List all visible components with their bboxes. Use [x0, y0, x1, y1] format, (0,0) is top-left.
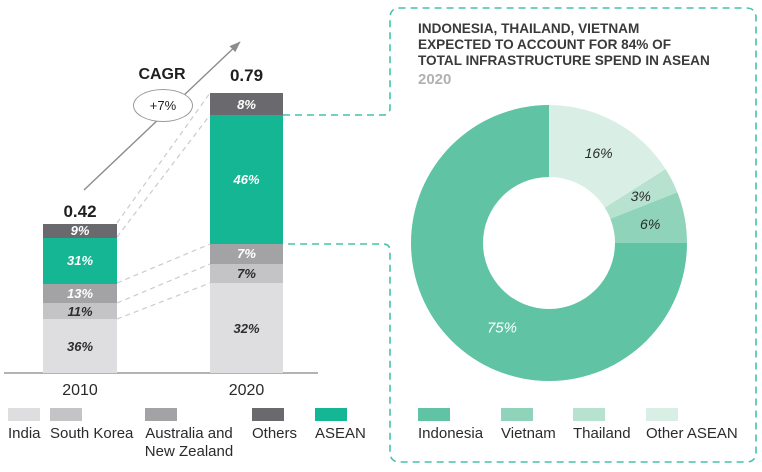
legend-swatch-australia-and-new-zealand [145, 408, 177, 421]
legend-swatch-vietnam [501, 408, 533, 421]
legend-label-india: India [8, 425, 41, 442]
legend-label-asean: ASEAN [315, 425, 366, 442]
x-label-2020: 2020 [228, 382, 265, 399]
legend-item-south-korea: South Korea [50, 408, 133, 443]
legend-label-other-asean: Other ASEAN [646, 425, 738, 442]
bar-segment-australia-and-new-zealand-2020: 7% [210, 244, 283, 264]
bar-total-2010: 0.42 [63, 202, 97, 221]
legend-label-thailand: Thailand [573, 425, 631, 442]
legend-item-other-asean: Other ASEAN [646, 408, 738, 443]
legend-label-others: Others [252, 425, 298, 442]
legend-swatch-south-korea [50, 408, 82, 421]
legend-label-australia-and-new-zealand: Australia and New Zealand [144, 425, 234, 461]
connector-line [116, 114, 211, 238]
legend-swatch-thailand [573, 408, 605, 421]
bar-segment-others-2020: 8% [210, 93, 283, 116]
legend-label-vietnam: Vietnam [501, 425, 556, 442]
legend-swatch-other-asean [646, 408, 678, 421]
donut-label-other-asean: 16% [584, 144, 613, 161]
bar-2010: 9% 31% 13% 11% 36% [43, 224, 117, 373]
legend-swatch-asean [315, 408, 347, 421]
donut-label-thailand: 3% [630, 188, 651, 205]
bar-segment-others-2010: 9% [43, 224, 117, 238]
panel-title-line-3: TOTAL INFRASTRUCTURE SPEND IN ASEAN [418, 53, 710, 68]
legend-label-south-korea: South Korea [50, 425, 134, 442]
callout-panel-border [283, 7, 757, 463]
donut-slice-vietnam [610, 192, 687, 243]
legend-label-indonesia: Indonesia [418, 425, 484, 442]
donut-label-vietnam: 6% [640, 215, 661, 232]
cagr-label: CAGR [138, 66, 186, 83]
segment-connector-lines [116, 92, 211, 320]
bar-segment-asean-2010: 31% [43, 237, 117, 284]
panel-subtitle: 2020 [418, 71, 452, 88]
x-label-2010: 2010 [62, 382, 98, 399]
donut-slice-other-asean [549, 104, 666, 208]
bar-segment-india-2020: 32% [210, 283, 283, 373]
legend-item-others: Others [252, 408, 297, 443]
legend-item-australia-and-new-zealand: Australia and New Zealand [145, 408, 235, 462]
bar-2020: 8% 46% 7% 7% 32% [210, 93, 283, 373]
donut-label-indonesia: 75% [486, 319, 517, 337]
donut-chart [411, 104, 687, 381]
panel-title-line-1: INDONESIA, THAILAND, VIETNAM [418, 21, 640, 36]
cagr-value: +7% [149, 98, 177, 113]
legend-item-vietnam: Vietnam [501, 408, 556, 443]
legend-swatch-indonesia [418, 408, 450, 421]
cagr-value-badge: +7% [133, 89, 193, 122]
legend-item-indonesia: Indonesia [418, 408, 483, 443]
legend-swatch-others [252, 408, 284, 421]
connector-line [116, 243, 211, 284]
legend-swatch-india [8, 408, 40, 421]
donut-slice-thailand [604, 169, 678, 219]
donut-slice-indonesia [411, 105, 687, 381]
bar-total-2020: 0.79 [229, 66, 264, 85]
connector-line [116, 282, 211, 320]
bar-segment-australia-and-new-zealand-2010: 13% [43, 283, 117, 303]
legend-item-asean: ASEAN [315, 408, 366, 443]
bar-segment-asean-2020: 46% [210, 115, 283, 245]
legend-item-india: India [8, 408, 41, 443]
panel-title-line-2: EXPECTED TO ACCOUNT FOR 84% OF [418, 37, 672, 52]
legend-item-thailand: Thailand [573, 408, 631, 443]
bar-segment-south-korea-2010: 11% [43, 303, 117, 320]
connector-line [116, 263, 211, 304]
bar-segment-india-2010: 36% [43, 319, 117, 373]
bar-segment-south-korea-2020: 7% [210, 263, 283, 284]
panel-title: INDONESIA, THAILAND, VIETNAM EXPECTED TO… [418, 21, 748, 69]
